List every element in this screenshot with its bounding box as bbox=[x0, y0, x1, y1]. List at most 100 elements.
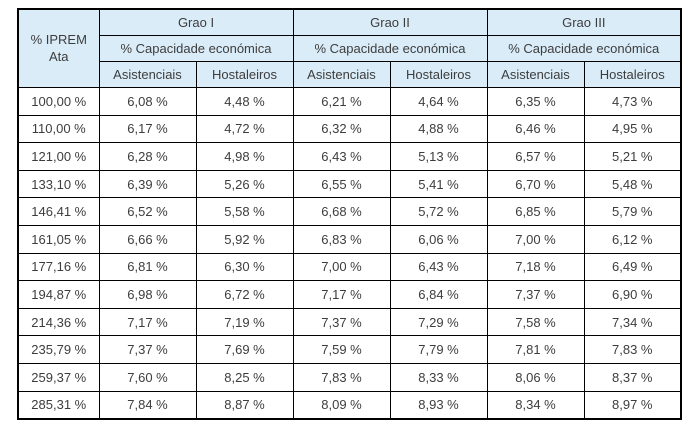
iprem-cell: 121,00 % bbox=[17, 142, 100, 171]
value-cell: 6,98 % bbox=[98, 280, 197, 309]
value-cell: 8,37 % bbox=[583, 362, 682, 392]
value-cell: 8,34 % bbox=[486, 390, 585, 420]
value-cell: 8,93 % bbox=[389, 390, 488, 420]
value-cell: 6,68 % bbox=[292, 197, 391, 226]
col-header-asistenciais: Asistenciais bbox=[292, 61, 391, 88]
value-cell: 7,59 % bbox=[292, 335, 391, 364]
value-cell: 6,39 % bbox=[98, 169, 197, 199]
table-row: 259,37 % 7,60 % 8,25 % 7,83 % 8,33 % 8,06 % 8,… bbox=[17, 362, 682, 392]
value-cell: 7,84 % bbox=[98, 390, 197, 420]
value-cell: 7,37 % bbox=[292, 307, 391, 337]
value-cell: 4,48 % bbox=[195, 87, 294, 116]
value-cell: 6,30 % bbox=[195, 252, 294, 282]
value-cell: 6,70 % bbox=[486, 169, 585, 199]
value-cell: 6,85 % bbox=[486, 197, 585, 226]
value-cell: 7,00 % bbox=[292, 252, 391, 282]
value-cell: 8,09 % bbox=[292, 390, 391, 420]
value-cell: 4,95 % bbox=[583, 114, 682, 144]
iprem-cell: 133,10 % bbox=[17, 169, 100, 199]
value-cell: 6,72 % bbox=[195, 280, 294, 309]
value-cell: 6,08 % bbox=[98, 87, 197, 116]
value-cell: 7,00 % bbox=[486, 224, 585, 254]
table-body: 100,00 % 6,08 % 4,48 % 6,21 % 4,64 % 6,35 % 4,… bbox=[17, 87, 682, 420]
value-cell: 7,37 % bbox=[486, 280, 585, 309]
value-cell: 5,21 % bbox=[583, 142, 682, 171]
iprem-table-container: % IPREM Ata Grao I Grao II Grao III % Ca… bbox=[17, 8, 683, 421]
subheader-grao-i: % Capacidade económica bbox=[98, 35, 294, 62]
table-row: 194,87 % 6,98 % 6,72 % 7,17 % 6,84 % 7,37 % 6,… bbox=[17, 280, 682, 309]
column-header-row: Asistenciais Hostaleiros Asistenciais Ho… bbox=[18, 61, 682, 88]
value-cell: 7,60 % bbox=[98, 362, 197, 392]
value-cell: 6,49 % bbox=[583, 252, 682, 282]
value-cell: 5,13 % bbox=[389, 142, 488, 171]
table-row: 235,79 % 7,37 % 7,69 % 7,59 % 7,79 % 7,81 % 7,… bbox=[17, 335, 682, 364]
value-cell: 4,64 % bbox=[389, 87, 488, 116]
value-cell: 7,83 % bbox=[583, 335, 682, 364]
group-header-grao-i: Grao I bbox=[98, 8, 294, 36]
value-cell: 4,88 % bbox=[389, 114, 488, 144]
col-header-hostaleiros: Hostaleiros bbox=[583, 61, 682, 88]
value-cell: 8,87 % bbox=[195, 390, 294, 420]
value-cell: 8,25 % bbox=[195, 362, 294, 392]
value-cell: 6,43 % bbox=[292, 142, 391, 171]
table-row: 177,16 % 6,81 % 6,30 % 7,00 % 6,43 % 7,18 % 6,… bbox=[17, 252, 682, 282]
value-cell: 7,69 % bbox=[195, 335, 294, 364]
subheader-grao-iii: % Capacidade económica bbox=[486, 35, 682, 62]
subheader-grao-ii: % Capacidade económica bbox=[292, 35, 488, 62]
value-cell: 7,37 % bbox=[98, 335, 197, 364]
value-cell: 6,55 % bbox=[292, 169, 391, 199]
value-cell: 4,73 % bbox=[583, 87, 682, 116]
corner-header-iprem: % IPREM Ata bbox=[17, 8, 100, 88]
group-header-grao-iii: Grao III bbox=[486, 8, 682, 36]
value-cell: 6,32 % bbox=[292, 114, 391, 144]
table-row: 133,10 % 6,39 % 5,26 % 6,55 % 5,41 % 6,70 % 5,… bbox=[17, 169, 682, 199]
iprem-cell: 214,36 % bbox=[17, 307, 100, 337]
value-cell: 6,35 % bbox=[486, 87, 585, 116]
iprem-cell: 194,87 % bbox=[17, 280, 100, 309]
iprem-cell: 259,37 % bbox=[17, 362, 100, 392]
value-cell: 5,48 % bbox=[583, 169, 682, 199]
iprem-cell: 177,16 % bbox=[17, 252, 100, 282]
value-cell: 7,18 % bbox=[486, 252, 585, 282]
group-header-row: % IPREM Ata Grao I Grao II Grao III bbox=[17, 8, 682, 88]
value-cell: 4,72 % bbox=[195, 114, 294, 144]
value-cell: 8,33 % bbox=[389, 362, 488, 392]
value-cell: 7,81 % bbox=[486, 335, 585, 364]
value-cell: 6,28 % bbox=[98, 142, 197, 171]
value-cell: 7,17 % bbox=[292, 280, 391, 309]
value-cell: 7,19 % bbox=[195, 307, 294, 337]
col-header-hostaleiros: Hostaleiros bbox=[389, 61, 488, 88]
value-cell: 8,06 % bbox=[486, 362, 585, 392]
value-cell: 6,46 % bbox=[486, 114, 585, 144]
value-cell: 6,66 % bbox=[98, 224, 197, 254]
iprem-cell: 161,05 % bbox=[17, 224, 100, 254]
table-row: 161,05 % 6,66 % 5,92 % 6,83 % 6,06 % 7,00 % 6,… bbox=[17, 224, 682, 254]
group-header-grao-ii: Grao II bbox=[292, 8, 488, 36]
col-header-asistenciais: Asistenciais bbox=[98, 61, 197, 88]
value-cell: 6,12 % bbox=[583, 224, 682, 254]
iprem-cell: 235,79 % bbox=[17, 335, 100, 364]
value-cell: 6,21 % bbox=[292, 87, 391, 116]
value-cell: 6,90 % bbox=[583, 280, 682, 309]
table-header: % IPREM Ata Grao I Grao II Grao III % Ca… bbox=[17, 8, 682, 88]
value-cell: 6,83 % bbox=[292, 224, 391, 254]
value-cell: 5,72 % bbox=[389, 197, 488, 226]
table-row: 110,00 % 6,17 % 4,72 % 6,32 % 4,88 % 6,46 % 4,… bbox=[17, 114, 682, 144]
col-header-asistenciais: Asistenciais bbox=[486, 61, 585, 88]
value-cell: 7,29 % bbox=[389, 307, 488, 337]
value-cell: 5,58 % bbox=[195, 197, 294, 226]
value-cell: 6,06 % bbox=[389, 224, 488, 254]
iprem-cell: 100,00 % bbox=[17, 87, 100, 116]
subheader-row: % Capacidade económica % Capacidade econ… bbox=[18, 35, 682, 62]
value-cell: 7,79 % bbox=[389, 335, 488, 364]
value-cell: 8,97 % bbox=[583, 390, 682, 420]
iprem-cell: 110,00 % bbox=[17, 114, 100, 144]
value-cell: 6,81 % bbox=[98, 252, 197, 282]
table-row: 146,41 % 6,52 % 5,58 % 6,68 % 5,72 % 6,85 % 5,… bbox=[17, 197, 682, 226]
value-cell: 7,34 % bbox=[583, 307, 682, 337]
value-cell: 7,17 % bbox=[98, 307, 197, 337]
table-row: 214,36 % 7,17 % 7,19 % 7,37 % 7,29 % 7,58 % 7,… bbox=[17, 307, 682, 337]
value-cell: 4,98 % bbox=[195, 142, 294, 171]
value-cell: 6,57 % bbox=[486, 142, 585, 171]
table-row: 100,00 % 6,08 % 4,48 % 6,21 % 4,64 % 6,35 % 4,… bbox=[17, 87, 682, 116]
